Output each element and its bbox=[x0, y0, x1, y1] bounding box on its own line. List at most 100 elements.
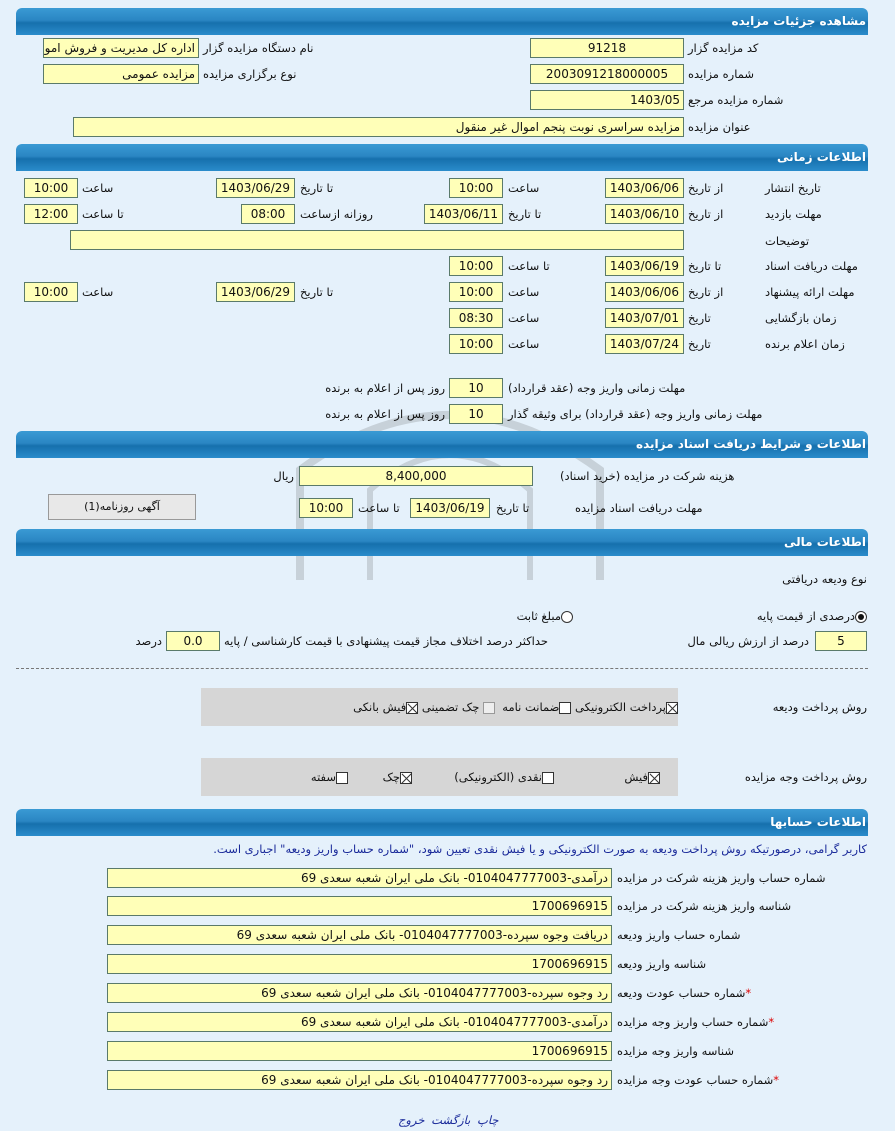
winner-date-field: 1403/07/24 bbox=[605, 334, 684, 354]
checkbox-checked-icon[interactable] bbox=[400, 771, 412, 784]
code-field: 91218 bbox=[530, 38, 684, 58]
visit-to-field: 1403/06/11 bbox=[424, 204, 503, 224]
visit-from-label: از تاریخ bbox=[688, 207, 724, 221]
visit-label: مهلت بازدید bbox=[765, 207, 822, 221]
auction-pay-label: روش پرداخت وجه مزایده bbox=[744, 770, 867, 784]
radio-percent[interactable]: درصدی از قیمت پایه bbox=[757, 606, 867, 626]
checkbox-checked-icon[interactable] bbox=[666, 701, 678, 714]
radio-unchecked-icon[interactable] bbox=[561, 610, 573, 623]
newspaper-ad-button[interactable]: آگهی روزنامه(1) bbox=[48, 494, 196, 520]
pub-from-field: 1403/06/06 bbox=[605, 178, 684, 198]
account-row-label: *شماره حساب واریز وجه مزایده bbox=[617, 1012, 774, 1032]
required-marker: * bbox=[773, 1073, 779, 1087]
deposit-pay-label: روش پرداخت ودیعه bbox=[772, 700, 867, 714]
deadline-time-field: 10:00 bbox=[299, 498, 353, 518]
checkbox-icon[interactable] bbox=[559, 701, 572, 714]
account-value-field: رد وجوه سپرده-0104047777003- بانک ملی ای… bbox=[107, 983, 612, 1003]
account-row-label: شناسه واریز هزینه شرکت در مزایده bbox=[617, 896, 791, 916]
method-label: فیش بانکی bbox=[353, 700, 407, 714]
org-label: نام دستگاه مزایده گزار bbox=[203, 41, 314, 55]
section-header-documents: اطلاعات و شرایط دریافت اسناد مزایده bbox=[16, 431, 868, 458]
checkbox-icon[interactable] bbox=[542, 771, 554, 784]
pub-time2-field: 10:00 bbox=[24, 178, 78, 198]
back-link[interactable]: بازگشت bbox=[431, 1113, 471, 1127]
deposit-method-guarantee[interactable]: ضمانت نامه bbox=[502, 700, 572, 714]
section-title: اطلاعات زمانی bbox=[777, 150, 866, 164]
account-row-label: شناسه واریز وجه مزایده bbox=[617, 1041, 734, 1061]
account-row-label: *شماره حساب عودت ودیعه bbox=[617, 983, 751, 1003]
divider bbox=[16, 668, 868, 669]
offer-time2-label: ساعت bbox=[82, 285, 114, 299]
deadline-time-label: تا ساعت bbox=[358, 501, 400, 515]
visit-daily-field: 08:00 bbox=[241, 204, 295, 224]
docs-label: مهلت دریافت اسناد bbox=[765, 259, 858, 273]
winner-date-label: تاریخ bbox=[688, 337, 711, 351]
deadline-date-field: 1403/06/19 bbox=[410, 498, 490, 518]
checkbox-checked-icon[interactable] bbox=[406, 701, 419, 714]
docs-time-field: 10:00 bbox=[449, 256, 503, 276]
pub-from-label: از تاریخ bbox=[688, 181, 724, 195]
method-label: نقدی (الکترونیکی) bbox=[454, 770, 542, 784]
section-header-auction-details: مشاهده جزئیات مزایده bbox=[16, 8, 868, 35]
percent-suffix: درصد از ارزش ریالی مال bbox=[687, 634, 809, 648]
checkbox-icon[interactable] bbox=[336, 771, 348, 784]
code-label: کد مزایده گزار bbox=[688, 41, 759, 55]
auction-method-receipt[interactable]: فیش bbox=[624, 767, 660, 787]
open-time-label: ساعت bbox=[508, 311, 540, 325]
account-value-field: دریافت وجوه سپرده-0104047777003- بانک مل… bbox=[107, 925, 612, 945]
deposit-type-label: نوع ودیعه دریافتی bbox=[782, 572, 867, 586]
account-row-label: شماره حساب واریز هزینه شرکت در مزایده bbox=[617, 868, 825, 888]
offer-label: مهلت ارائه پیشنهاد bbox=[765, 285, 855, 299]
offer-to-label: تا تاریخ bbox=[300, 285, 334, 299]
footer-links: چاپ بازگشت خروج bbox=[395, 1113, 499, 1127]
fee-field: 8,400,000 bbox=[299, 466, 533, 486]
radio-fixed-label: مبلغ ثابت bbox=[516, 609, 561, 623]
docs-to-field: 1403/06/19 bbox=[605, 256, 684, 276]
method-label: فیش bbox=[624, 770, 648, 784]
auction-method-promissory[interactable]: سفته bbox=[311, 767, 348, 787]
num-label: شماره مزایده bbox=[688, 67, 754, 81]
account-label: شماره حساب واریز وجه مزایده bbox=[617, 1015, 769, 1029]
offer-time1-label: ساعت bbox=[508, 285, 540, 299]
pay2-label: مهلت زمانی واریز وجه (عقد قرارداد) برای … bbox=[508, 407, 763, 421]
subject-field: مزایده سراسری نوبت پنجم اموال غیر منقول bbox=[73, 117, 684, 137]
deposit-methods: پرداخت الکترونیکی ضمانت نامه چک تضمینی ف… bbox=[353, 697, 678, 717]
offer-from-label: از تاریخ bbox=[688, 285, 724, 299]
account-label: شماره حساب عودت ودیعه bbox=[617, 986, 746, 1000]
docs-to-label: تا تاریخ bbox=[688, 259, 722, 273]
method-label: ضمانت نامه bbox=[502, 700, 560, 714]
winner-time-label: ساعت bbox=[508, 337, 540, 351]
radio-fixed[interactable]: مبلغ ثابت bbox=[517, 606, 573, 626]
pay1-field: 10 bbox=[449, 378, 503, 398]
pub-time1-label: ساعت bbox=[508, 181, 540, 195]
section-header-accounts: اطلاعات حسابها bbox=[16, 809, 868, 836]
checkbox-disabled-icon[interactable] bbox=[482, 701, 495, 714]
deposit-method-cheque[interactable]: چک تضمینی bbox=[422, 700, 495, 714]
deadline-label: مهلت دریافت اسناد مزایده bbox=[575, 501, 703, 515]
currency-label: ریال bbox=[273, 469, 294, 483]
visit-to-label: تا تاریخ bbox=[508, 207, 542, 221]
auction-method-cheque[interactable]: چک bbox=[383, 767, 412, 787]
type-label: نوع برگزاری مزایده bbox=[203, 67, 297, 81]
deposit-method-bank-receipt[interactable]: فیش بانکی bbox=[353, 700, 419, 714]
section-title: اطلاعات حسابها bbox=[770, 815, 866, 829]
radio-checked-icon[interactable] bbox=[855, 610, 867, 623]
visit-daily-label: روزانه ازساعت bbox=[300, 207, 373, 221]
checkbox-checked-icon[interactable] bbox=[648, 771, 660, 784]
ref-label: شماره مزایده مرجع bbox=[688, 93, 784, 107]
open-label: زمان بازگشایی bbox=[765, 311, 837, 325]
docs-time-label: تا ساعت bbox=[508, 259, 550, 273]
offer-time1-field: 10:00 bbox=[449, 282, 503, 302]
method-label: چک تضمینی bbox=[421, 700, 480, 714]
deposit-method-electronic[interactable]: پرداخت الکترونیکی bbox=[575, 700, 678, 714]
offer-time2-field: 10:00 bbox=[24, 282, 78, 302]
exit-link[interactable]: خروج bbox=[398, 1113, 425, 1127]
open-time-field: 08:30 bbox=[449, 308, 503, 328]
maxdiff-suffix: درصد bbox=[135, 634, 162, 648]
pub-label: تاریخ انتشار bbox=[765, 181, 821, 195]
section-header-financial: اطلاعات مالی bbox=[16, 529, 868, 556]
account-value-field: رد وجوه سپرده-0104047777003- بانک ملی ای… bbox=[107, 1070, 612, 1090]
print-link[interactable]: چاپ bbox=[477, 1113, 499, 1127]
auction-method-cash[interactable]: نقدی (الکترونیکی) bbox=[454, 767, 554, 787]
org-field: اداره کل مدیریت و فروش اموال bbox=[43, 38, 199, 58]
